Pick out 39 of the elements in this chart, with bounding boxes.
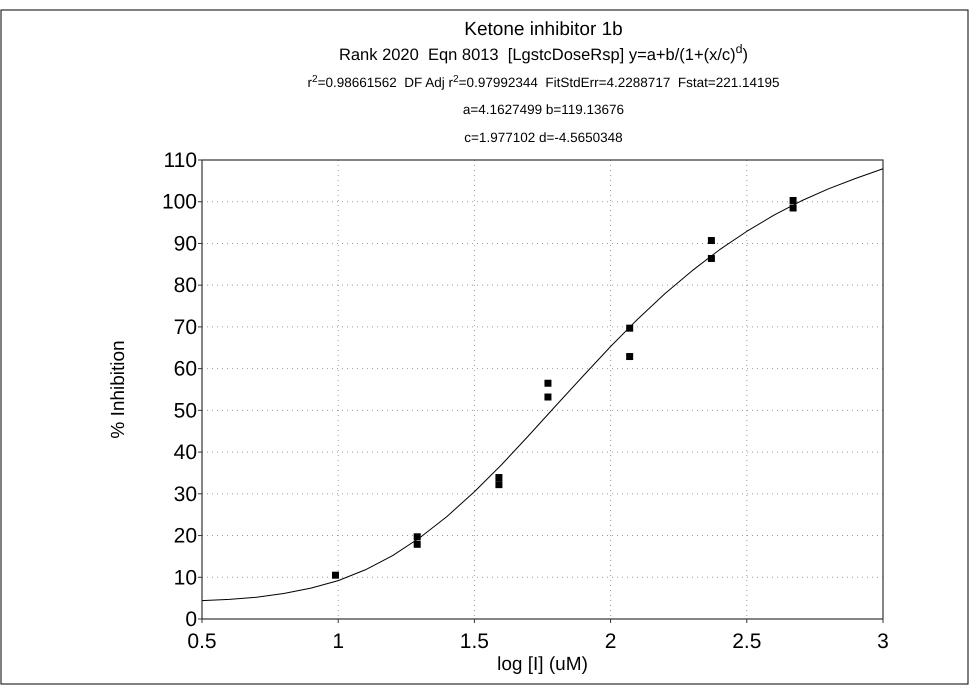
point [708, 254, 715, 262]
y-tick-label: 0 [185, 608, 197, 631]
x-tick-label: 3 [877, 630, 889, 653]
y-tick-label: 30 [174, 482, 197, 506]
x-tick-label: 0.5 [187, 630, 217, 653]
y-tick-label: 60 [174, 358, 197, 381]
y-tick-label: 110 [164, 149, 197, 172]
y-tick-label: 20 [174, 524, 197, 548]
text: a=4.1627499 b=119.13676 [462, 102, 624, 117]
point [626, 353, 634, 360]
line-series [202, 168, 884, 602]
point [544, 394, 552, 401]
x-tick-label: 1 [332, 630, 344, 653]
point [495, 481, 502, 488]
point [544, 380, 552, 387]
y-tick-label: 50 [174, 399, 197, 422]
y-tick-label: 100 [162, 190, 197, 214]
text: r$^{2}$=0.98661562 DF Adj r$^{2}$=0.97992344 FitStdErr=4.2288717 Fstat=221.14195 [307, 74, 780, 90]
chart-title: Ketone inhibitor 1b [464, 19, 623, 40]
y-axis-title: % Inhibition [108, 340, 129, 439]
point [414, 540, 421, 548]
text: c=1.977102 d=-4.5650348 [464, 130, 623, 145]
point [414, 533, 421, 540]
y-tick-label: 80 [174, 274, 197, 298]
point [790, 204, 797, 212]
x-tick-label: 2.5 [732, 630, 762, 653]
point [332, 572, 339, 579]
x-tick-label: 2 [604, 630, 616, 653]
x-tick-label: 1.5 [460, 630, 489, 653]
y-tick-label: 70 [174, 316, 197, 339]
x-axis-title: log [I] (uM) [497, 654, 588, 675]
y-tick-label: 40 [174, 441, 197, 464]
point [626, 324, 634, 332]
y-tick-label: 10 [174, 566, 197, 590]
point [708, 237, 715, 244]
point [790, 196, 797, 204]
y-tick-label: 90 [174, 232, 197, 256]
chart-subtitle: Rank 2020 Eqn 8013 [LgstcDoseRsp] y=a+b/(1+(x/c)$^{d}$) [338, 42, 748, 64]
point [495, 474, 502, 482]
